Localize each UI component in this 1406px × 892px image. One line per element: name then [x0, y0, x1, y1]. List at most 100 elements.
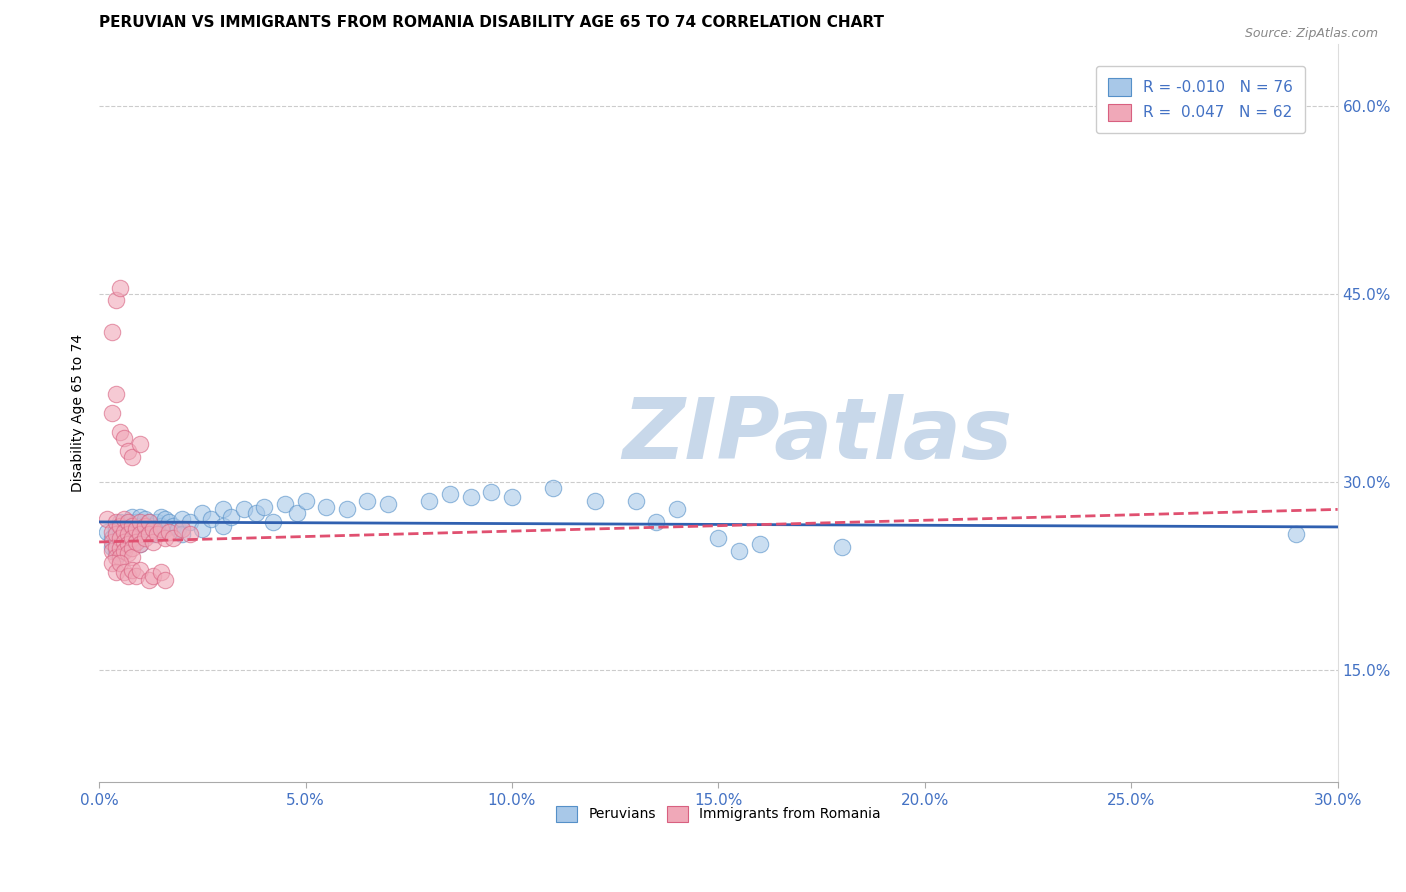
Point — [108, 527, 131, 541]
Point — [583, 493, 606, 508]
Point — [112, 540, 135, 554]
Point — [108, 515, 131, 529]
Point — [112, 524, 135, 539]
Point — [104, 549, 127, 564]
Point — [645, 515, 668, 529]
Point — [138, 515, 160, 529]
Point — [336, 502, 359, 516]
Point — [125, 524, 148, 539]
Point — [212, 502, 235, 516]
Point — [232, 502, 254, 516]
Point — [129, 510, 152, 524]
Point — [125, 568, 148, 582]
Point — [245, 506, 267, 520]
Point — [96, 524, 118, 539]
Point — [129, 437, 152, 451]
Point — [728, 543, 751, 558]
Point — [112, 521, 135, 535]
Y-axis label: Disability Age 65 to 74: Disability Age 65 to 74 — [72, 334, 86, 492]
Point — [108, 531, 131, 545]
Point — [100, 556, 122, 570]
Point — [108, 541, 131, 556]
Point — [170, 527, 193, 541]
Point — [142, 527, 165, 541]
Point — [212, 518, 235, 533]
Point — [150, 518, 173, 533]
Point — [125, 535, 148, 549]
Point — [418, 493, 440, 508]
Point — [146, 524, 169, 539]
Point — [748, 537, 770, 551]
Point — [104, 565, 127, 579]
Point — [162, 531, 184, 545]
Point — [274, 497, 297, 511]
Point — [138, 527, 160, 541]
Point — [179, 515, 201, 529]
Point — [138, 524, 160, 539]
Point — [117, 515, 139, 529]
Point — [162, 518, 184, 533]
Point — [104, 543, 127, 558]
Point — [1285, 527, 1308, 541]
Point — [285, 506, 308, 520]
Point — [153, 512, 176, 526]
Point — [100, 524, 122, 539]
Point — [108, 281, 131, 295]
Point — [108, 518, 131, 533]
Point — [541, 481, 564, 495]
Point — [377, 497, 399, 511]
Point — [108, 425, 131, 439]
Point — [125, 523, 148, 537]
Legend: Peruvians, Immigrants from Romania: Peruvians, Immigrants from Romania — [551, 800, 886, 827]
Point — [129, 515, 152, 529]
Point — [96, 512, 118, 526]
Point — [150, 523, 173, 537]
Point — [117, 527, 139, 541]
Point — [356, 493, 378, 508]
Point — [108, 546, 131, 560]
Point — [129, 537, 152, 551]
Point — [170, 523, 193, 537]
Point — [121, 541, 143, 556]
Point — [153, 573, 176, 587]
Point — [146, 527, 169, 541]
Point — [134, 521, 156, 535]
Point — [104, 515, 127, 529]
Text: Source: ZipAtlas.com: Source: ZipAtlas.com — [1244, 27, 1378, 40]
Point — [121, 521, 143, 535]
Point — [191, 523, 214, 537]
Point — [104, 523, 127, 537]
Point — [100, 406, 122, 420]
Point — [100, 535, 122, 549]
Point — [121, 518, 143, 533]
Text: ZIPatlas: ZIPatlas — [623, 393, 1012, 476]
Point — [100, 531, 122, 545]
Point — [134, 512, 156, 526]
Point — [666, 502, 689, 516]
Point — [150, 565, 173, 579]
Point — [108, 537, 131, 551]
Point — [117, 515, 139, 529]
Point — [117, 537, 139, 551]
Point — [479, 484, 502, 499]
Point — [294, 493, 316, 508]
Point — [125, 515, 148, 529]
Point — [501, 490, 523, 504]
Point — [170, 512, 193, 526]
Point — [100, 540, 122, 554]
Point — [104, 527, 127, 541]
Point — [142, 523, 165, 537]
Point — [112, 565, 135, 579]
Point — [104, 293, 127, 308]
Point — [138, 573, 160, 587]
Point — [624, 493, 647, 508]
Point — [112, 431, 135, 445]
Point — [157, 524, 180, 539]
Point — [100, 325, 122, 339]
Point — [117, 568, 139, 582]
Point — [104, 533, 127, 548]
Point — [108, 549, 131, 564]
Point — [117, 443, 139, 458]
Point — [179, 527, 201, 541]
Point — [129, 562, 152, 576]
